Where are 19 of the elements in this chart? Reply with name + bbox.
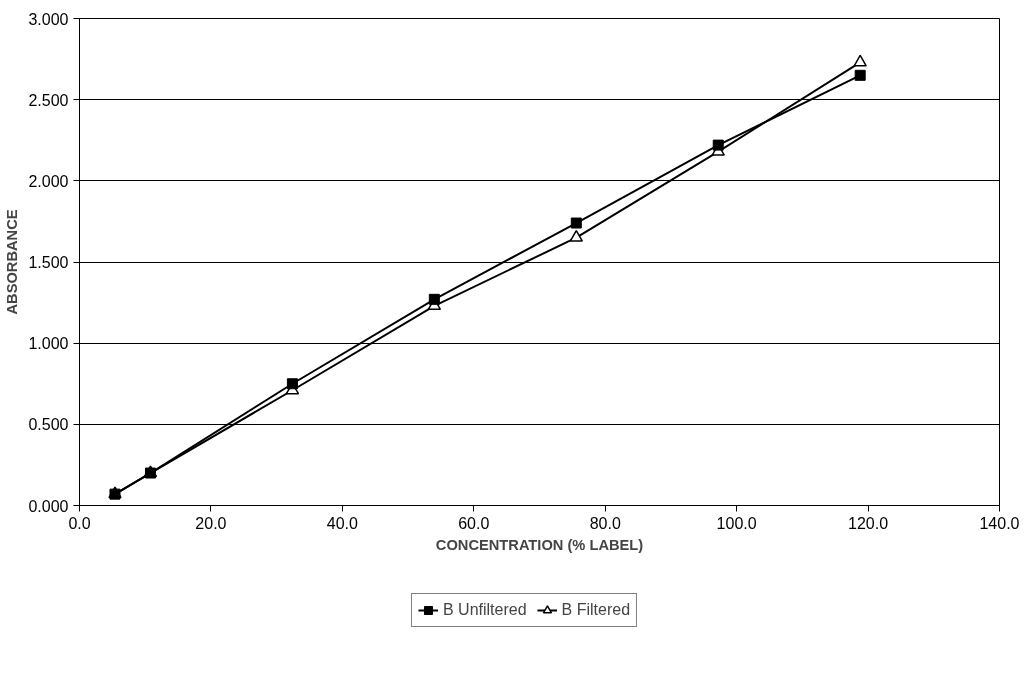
y-tick-label: 1.500 <box>28 254 69 271</box>
x-tick-label: 60.0 <box>458 514 490 532</box>
x-tick-label: 40.0 <box>326 514 359 532</box>
y-tick-label: 0.500 <box>28 416 69 434</box>
y-tick-label: 3.000 <box>28 10 69 28</box>
y-tick-label: 1.000 <box>28 335 69 353</box>
x-tick-label: 80.0 <box>589 514 621 532</box>
y-tick-label: 2.000 <box>28 172 69 190</box>
y-axis-title: ABSORBANCE <box>4 209 21 315</box>
x-tick-label: 20.0 <box>195 514 227 532</box>
x-tick-label: 140.0 <box>979 514 1020 532</box>
legend-label: B Filtered <box>561 601 631 619</box>
legend-label: B Unfiltered <box>442 601 527 619</box>
x-axis-title: CONCENTRATION (% LABEL) <box>435 536 644 553</box>
y-tick-label: 0.000 <box>28 497 69 515</box>
x-tick-label: 100.0 <box>716 514 757 532</box>
x-tick-label: 120.0 <box>848 514 889 532</box>
x-tick-label: 0.0 <box>68 514 91 532</box>
y-tick-label: 2.500 <box>28 91 69 109</box>
